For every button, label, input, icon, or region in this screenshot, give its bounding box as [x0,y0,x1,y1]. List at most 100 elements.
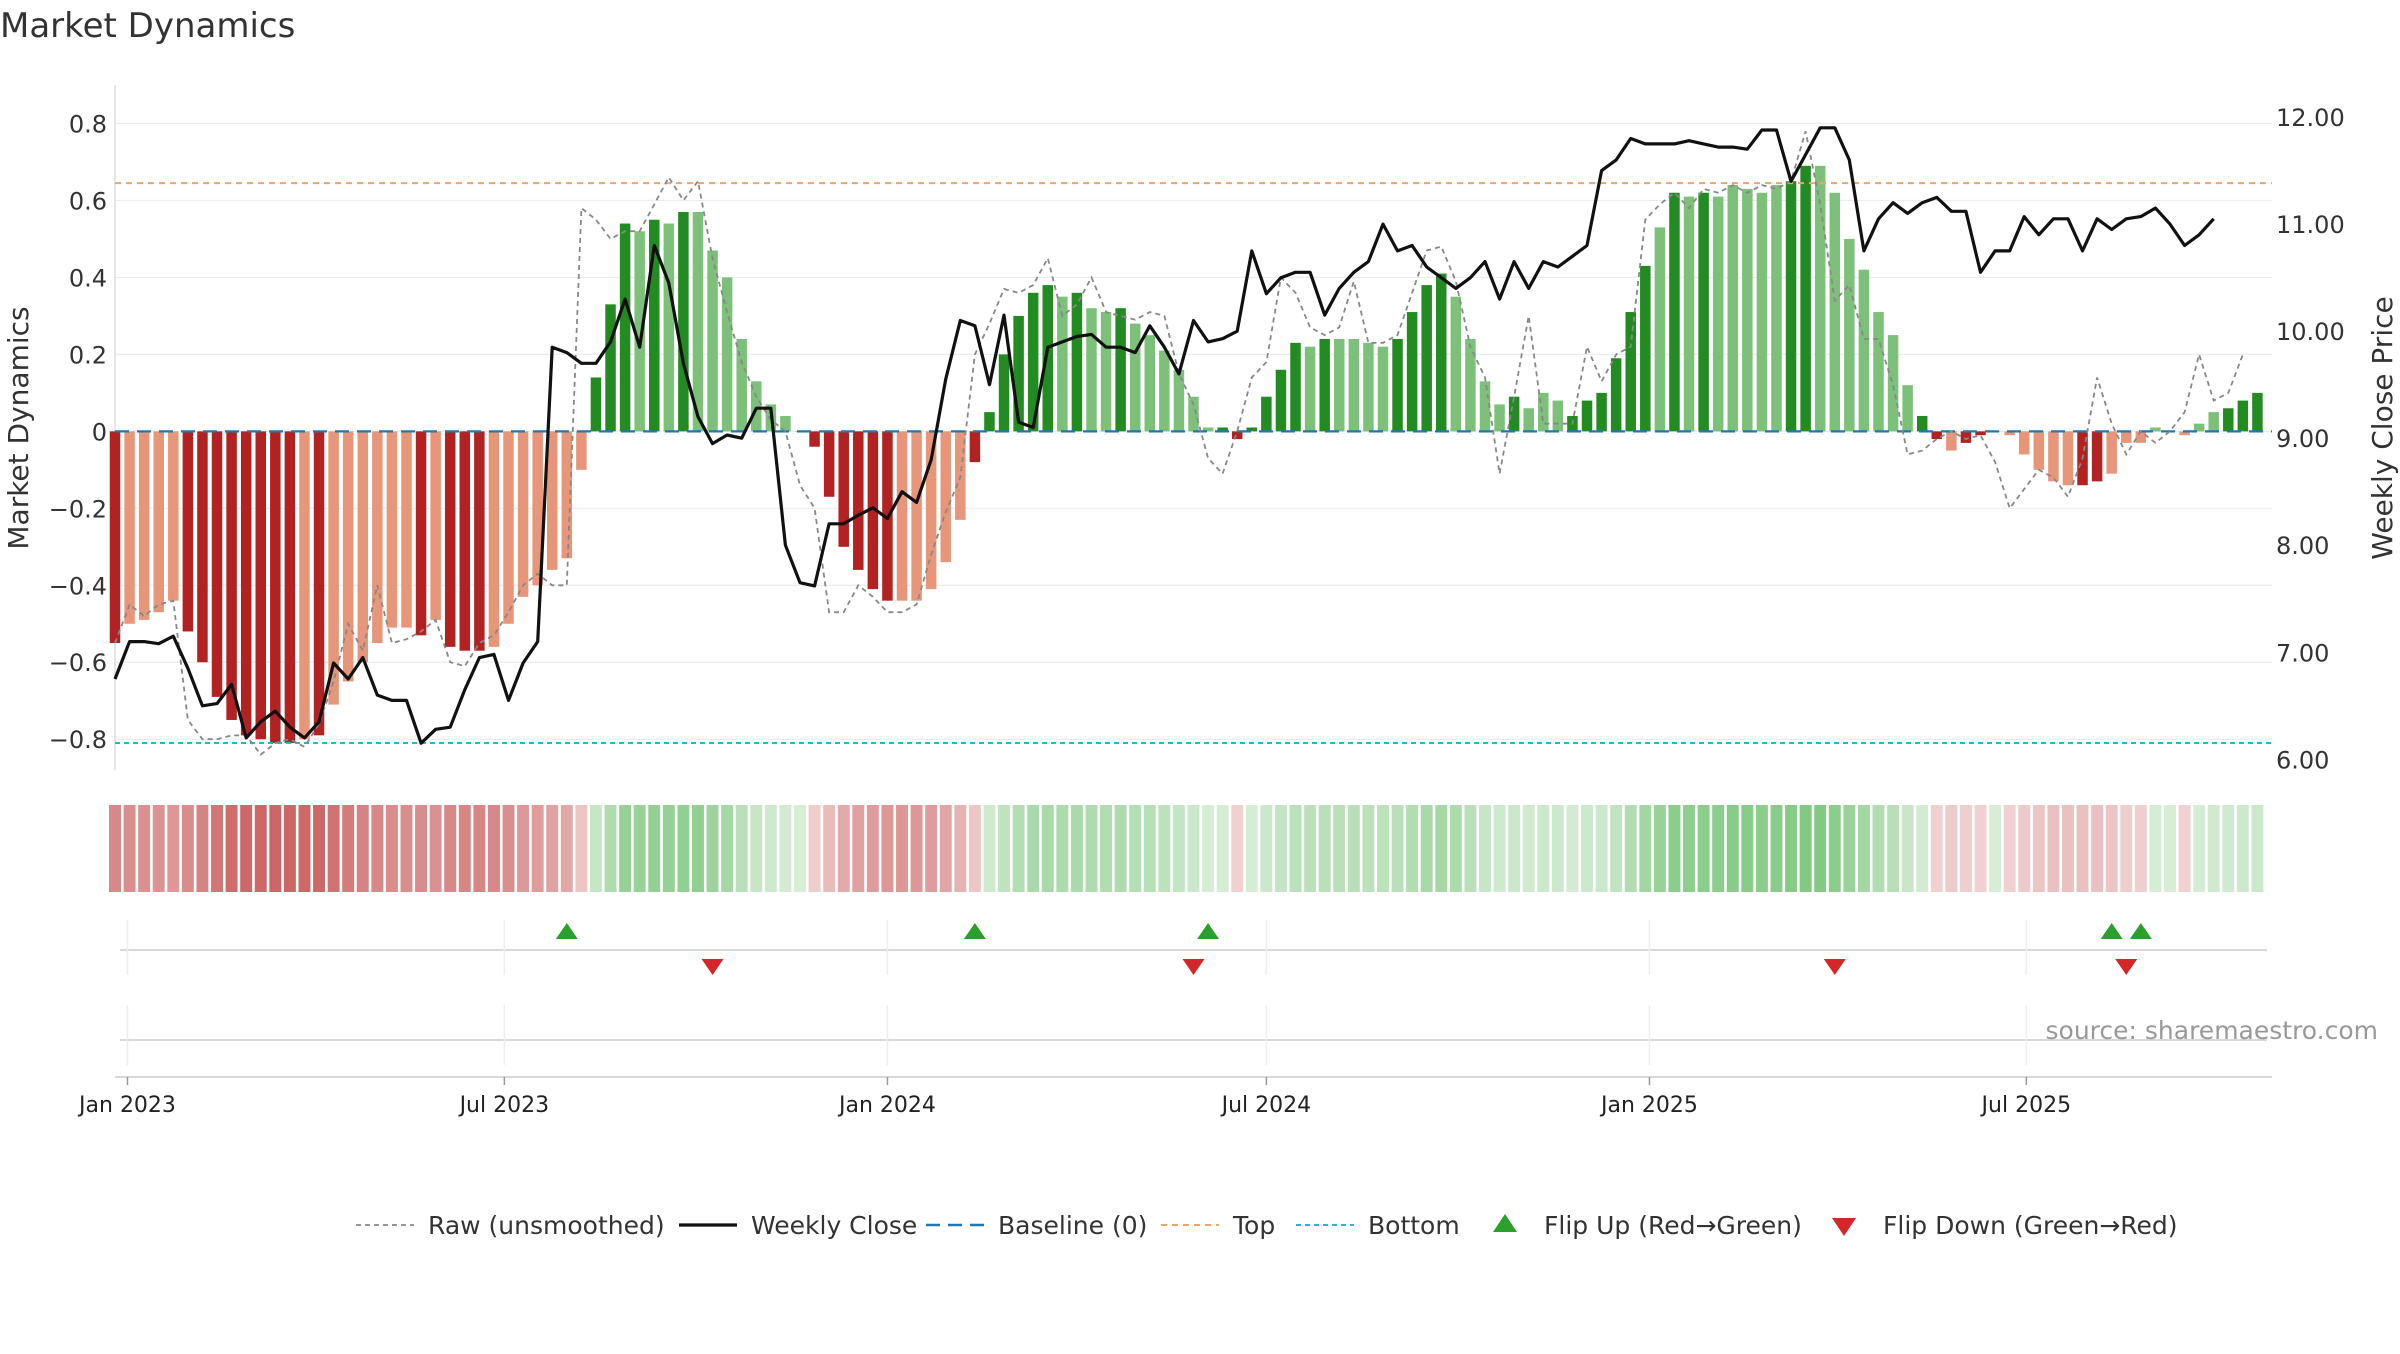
bar-120 [1858,269,1870,432]
strip-cell-33 [589,805,602,892]
bar-9 [240,431,252,736]
strip-cell-15 [327,805,340,892]
strip-cell-118 [1828,805,1841,892]
bar-119 [1844,238,1855,432]
bar-1 [124,431,135,624]
strip-cell-143 [2193,805,2206,892]
legend-swatch-flip_up [1493,1214,1517,1232]
bar-138 [2121,431,2132,443]
flip-down-marker-0 [701,959,724,975]
bar-22 [430,431,441,620]
strip-cell-60 [983,805,996,892]
bar-78 [1246,427,1258,432]
y-tick-left-0: 0.8 [69,110,107,138]
strip-cell-22 [429,805,442,892]
bar-115 [1785,181,1797,432]
y-tick-left-6: −0.4 [49,572,107,600]
strip-cell-37 [648,805,661,892]
bar-121 [1873,312,1884,432]
strip-cell-97 [1522,805,1535,892]
bar-34 [605,304,616,432]
strip-cell-36 [633,805,646,892]
bar-92 [1450,296,1462,432]
strip-cell-135 [2076,805,2089,892]
bar-112 [1742,188,1753,432]
bar-111 [1727,185,1738,432]
bar-61 [998,354,1010,432]
strip-cell-40 [691,805,704,892]
bar-24 [459,431,471,651]
bar-105 [1640,265,1651,432]
bar-139 [2135,431,2147,443]
strip-cell-2 [138,805,151,892]
bar-98 [1538,392,1549,432]
strip-cell-44 [750,805,763,892]
bar-16 [342,431,354,682]
y-tick-left-8: −0.8 [49,726,107,754]
strip-cell-93 [1464,805,1477,892]
bar-101 [1581,400,1593,432]
y-axis-label-left: Market Dynamics [2,306,35,549]
strip-cell-43 [735,805,748,892]
legend-item-flip_down: Flip Down (Green→Red) [1832,1211,2178,1240]
strip-cell-70 [1129,805,1142,892]
bar-113 [1756,192,1768,432]
strip-cell-140 [2149,805,2162,892]
strip-cell-114 [1770,805,1783,892]
legend-label-flip_down: Flip Down (Green→Red) [1883,1211,2178,1240]
bar-4 [168,431,179,601]
strip-cell-52 [866,805,879,892]
strip-cell-131 [2018,805,2031,892]
bar-29 [532,431,543,586]
strip-cell-17 [356,805,369,892]
bar-17 [357,431,369,663]
strip-cell-141 [2164,805,2176,892]
strip-cell-64 [1041,805,1054,892]
strip-cell-1 [123,805,136,892]
bar-80 [1275,369,1287,432]
strip-cell-75 [1202,805,1215,892]
bar-13 [299,431,310,740]
bar-67 [1086,308,1097,432]
bar-21 [415,431,427,636]
legend-label-raw: Raw (unsmoothed) [428,1211,665,1240]
bar-33 [590,377,602,432]
bar-85 [1348,338,1360,432]
strip-cell-55 [910,805,923,892]
strip-cell-128 [1974,805,1987,892]
bar-38 [663,223,675,432]
bar-14 [313,431,325,736]
strip-cell-73 [1172,805,1185,892]
strip-cell-94 [1479,805,1491,892]
y-tick-left-1: 0.6 [69,187,107,215]
strip-cell-10 [254,805,267,892]
bar-143 [2193,423,2205,432]
bar-55 [911,431,922,601]
bar-46 [780,415,791,432]
bar-72 [1159,350,1170,432]
strip-cell-29 [531,805,544,892]
strip-cell-74 [1187,805,1200,892]
bar-73 [1173,369,1185,432]
strip-cell-7 [211,805,223,892]
strip-cell-59 [968,805,981,892]
flip-up-marker-2 [1197,923,1220,939]
bar-77 [1231,431,1243,440]
strip-cell-0 [109,805,121,892]
bar-142 [2179,431,2190,436]
strip-cell-57 [939,805,952,892]
legend-label-bottom: Bottom [1368,1211,1460,1240]
bar-11 [270,431,281,744]
bar-65 [1057,296,1068,432]
strip-cell-117 [1814,805,1827,892]
strip-cell-115 [1785,805,1798,892]
bar-30 [546,431,558,570]
strip-cell-8 [225,805,238,892]
strip-cell-66 [1070,805,1083,892]
strip-cell-53 [881,805,894,892]
empty-panel [120,1005,2267,1065]
bar-144 [2208,412,2219,432]
bar-109 [1698,192,1709,432]
bar-51 [853,431,864,570]
bar-136 [2091,431,2103,482]
